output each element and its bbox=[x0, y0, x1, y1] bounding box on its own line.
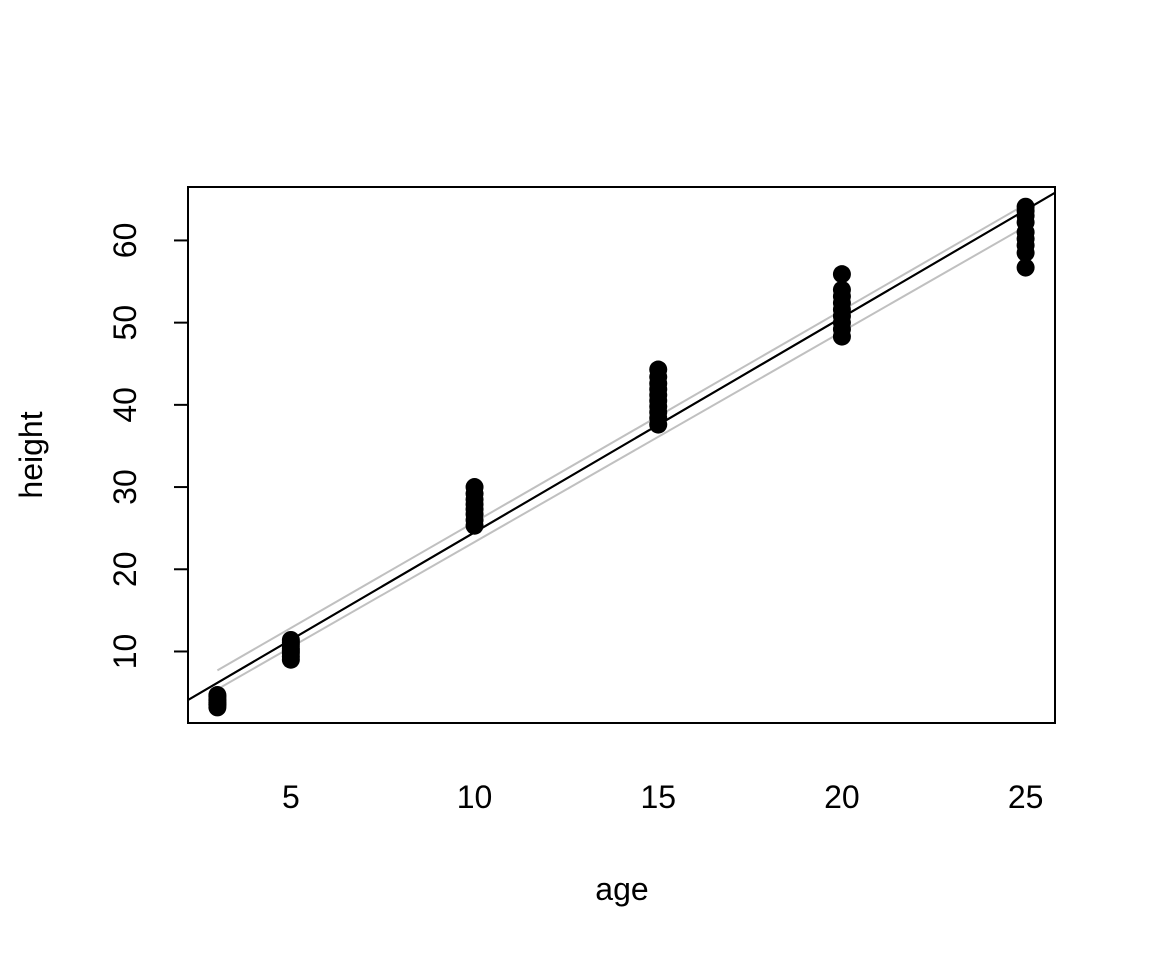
lower-band-line bbox=[216, 225, 1027, 691]
data-point bbox=[1016, 197, 1035, 216]
data-point bbox=[208, 686, 227, 705]
y-tick-label: 10 bbox=[107, 634, 143, 670]
y-tick-label: 60 bbox=[107, 223, 143, 259]
x-tick-label: 25 bbox=[1008, 779, 1044, 815]
plot-frame bbox=[187, 186, 1056, 724]
x-tick-label: 5 bbox=[282, 779, 300, 815]
x-tick-label: 20 bbox=[824, 779, 860, 815]
data-point bbox=[832, 265, 851, 284]
y-tick-label: 30 bbox=[107, 469, 143, 505]
x-axis: 5 10 15 20 25 bbox=[282, 779, 1044, 815]
upper-band-line bbox=[216, 203, 1027, 672]
x-tick-label: 15 bbox=[640, 779, 676, 815]
y-tick-label: 40 bbox=[107, 387, 143, 423]
y-axis: 10 20 30 40 50 60 bbox=[107, 223, 188, 670]
y-tick-label: 50 bbox=[107, 305, 143, 341]
y-tick-label: 20 bbox=[107, 551, 143, 587]
data-point bbox=[649, 360, 668, 379]
plot-area bbox=[188, 191, 1055, 717]
data-point bbox=[1016, 258, 1035, 277]
x-axis-title: age bbox=[595, 871, 648, 907]
fit-line-overlay bbox=[188, 191, 1055, 701]
x-tick-label: 10 bbox=[457, 779, 493, 815]
data-point bbox=[832, 280, 851, 299]
data-point bbox=[465, 478, 484, 497]
y-axis-title: height bbox=[13, 411, 49, 498]
